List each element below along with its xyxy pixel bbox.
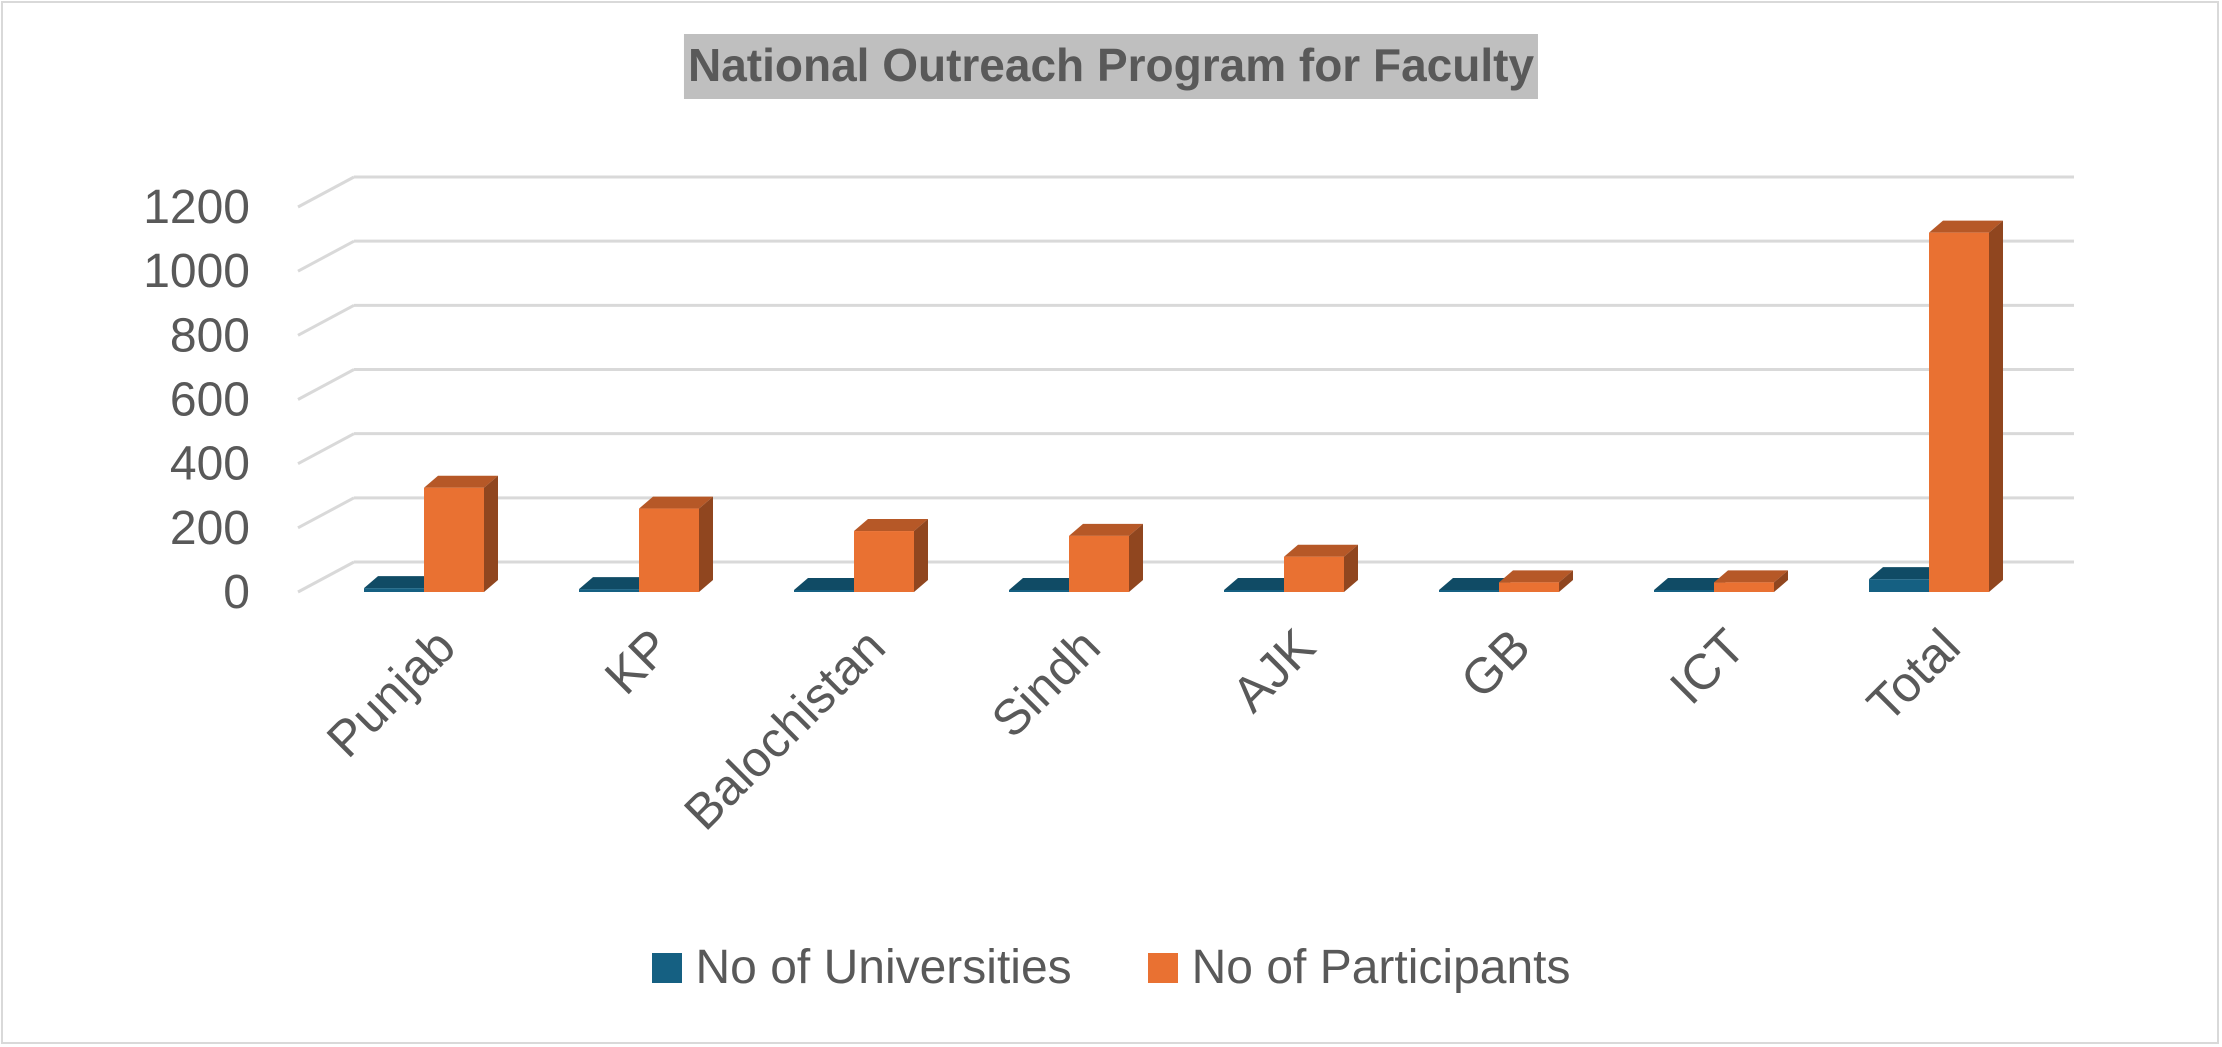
legend-swatch-universities [651, 952, 682, 983]
bar-front-face [364, 588, 424, 592]
x-tick-label-ajk: AJK [1221, 618, 1325, 722]
bar-no-of-participants-punjab [424, 475, 498, 592]
bar-no-of-participants-balochistan [854, 519, 928, 592]
bar-side-face [484, 475, 498, 592]
bar-top-face [1069, 523, 1143, 536]
y-tick-label-600: 600 [170, 374, 250, 427]
gridline-diagonal-400 [297, 432, 355, 465]
bar-front-face [1284, 556, 1344, 592]
bar-no-of-participants-ajk [1284, 544, 1358, 592]
bar-front-face [639, 508, 699, 592]
bar-front-face [1929, 232, 1989, 592]
bar-top-face [639, 496, 713, 509]
y-tick-label-1000: 1000 [143, 245, 250, 298]
y-tick-label-400: 400 [170, 438, 250, 491]
x-tick-label-sindh: Sindh [981, 618, 1111, 748]
y-tick-label-1200: 1200 [143, 181, 250, 234]
bar-front-face [1654, 590, 1714, 592]
bar-front-face [1439, 590, 1499, 592]
bar-top-face [1714, 570, 1788, 583]
bar-side-face [1129, 523, 1143, 592]
bar-top-face [1009, 578, 1083, 590]
x-tick-label-ict: ICT [1659, 618, 1756, 715]
legend-swatch-participants [1147, 952, 1178, 983]
bar-top-face [424, 475, 498, 488]
bar-no-of-participants-total [1929, 220, 2003, 592]
bar-top-face [854, 519, 928, 532]
legend-item-participants: No of Participants [1147, 940, 1571, 995]
bar-front-face [1499, 582, 1559, 592]
bar-top-face [1284, 544, 1358, 557]
bar-top-face [794, 578, 868, 590]
bar-top-face [364, 576, 438, 589]
gridline-diagonal-800 [297, 304, 355, 337]
bar-side-face [1989, 220, 2003, 592]
legend-label-universities: No of Universities [695, 941, 1072, 994]
gridline-diagonal-600 [297, 368, 355, 401]
bar-top-face [1439, 578, 1513, 590]
bar-front-face [1009, 590, 1069, 592]
bars [364, 220, 2003, 592]
x-tick-label-total: Total [1856, 618, 1970, 732]
gridlines [297, 175, 2074, 594]
bar-front-face [1069, 535, 1129, 592]
bar-no-of-participants-ict [1714, 570, 1788, 592]
bar-side-face [1774, 570, 1788, 592]
bar-front-face [1869, 579, 1929, 592]
y-tick-label-200: 200 [170, 502, 250, 555]
legend-item-universities: No of Universities [651, 940, 1072, 995]
bar-front-face [424, 487, 484, 592]
bar-top-face [579, 577, 653, 590]
gridline-diagonal-0 [297, 560, 355, 594]
gridline-diagonal-1200 [297, 175, 355, 209]
gridline-diagonal-1000 [297, 239, 355, 273]
y-tick-label-0: 0 [223, 566, 250, 619]
bar-no-of-participants-kp [639, 496, 713, 592]
x-tick-label-kp: KP [594, 618, 681, 705]
bar-side-face [1344, 544, 1358, 592]
y-tick-label-800: 800 [170, 309, 250, 362]
bar-no-of-participants-gb [1499, 570, 1573, 592]
legend: No of Universities No of Participants [0, 940, 2222, 995]
x-tick-label-punjab: Punjab [316, 618, 466, 768]
bar-top-face [1499, 570, 1573, 583]
chart-title: National Outreach Program for Faculty [683, 34, 1539, 99]
bar-side-face [1559, 570, 1573, 592]
bar-front-face [854, 531, 914, 592]
bar-front-face [1714, 582, 1774, 592]
y-axis-tick-labels: 0 200 400 600 800 1000 1200 [143, 181, 250, 619]
gridline-diagonal-200 [297, 496, 355, 530]
x-tick-label-gb: GB [1450, 618, 1541, 709]
bar-top-face [1869, 567, 1943, 580]
bar-top-face [1224, 578, 1298, 590]
bar-top-face [1654, 578, 1728, 590]
bar-front-face [1224, 590, 1284, 592]
bar-front-face [794, 590, 854, 592]
bar-side-face [914, 519, 928, 592]
legend-label-participants: No of Participants [1191, 941, 1571, 994]
bar-front-face [579, 589, 639, 592]
bar-top-face [1929, 220, 2003, 233]
bar-side-face [699, 496, 713, 592]
x-tick-label-balochistan: Balochistan [673, 618, 895, 840]
bar-no-of-participants-sindh [1069, 523, 1143, 592]
